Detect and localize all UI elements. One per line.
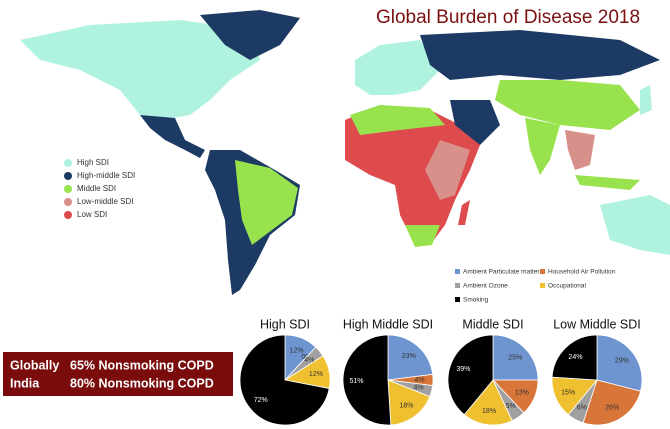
legend-label: Ambient Ozone xyxy=(463,283,508,290)
legend-label: Smoking xyxy=(463,297,489,304)
map-legend-label: Low SDI xyxy=(77,210,107,219)
legend-label: Occupational xyxy=(548,283,586,290)
pie-value-label: 4% xyxy=(413,385,423,392)
map-legend-swatch xyxy=(64,185,72,193)
pie-value-label: 25% xyxy=(508,355,522,362)
pie-slice xyxy=(342,334,392,426)
map-legend-swatch xyxy=(64,198,72,206)
world-map xyxy=(20,10,670,295)
pie-value-label: 13% xyxy=(515,389,529,396)
map-legend-swatch xyxy=(64,172,72,180)
callout-label: Globally xyxy=(10,358,59,372)
pie-value-label: 72% xyxy=(254,397,268,404)
legend-swatch xyxy=(455,297,460,302)
greenland xyxy=(200,10,300,60)
madagascar xyxy=(458,200,470,225)
pie-value-label: 4% xyxy=(414,377,424,384)
pie-value-label: 15% xyxy=(561,389,575,396)
map-legend-label: Middle SDI xyxy=(77,184,116,193)
south-africa xyxy=(405,225,440,247)
pie-title: High SDI xyxy=(260,317,310,331)
australia xyxy=(600,195,670,255)
pie-value-label: 12% xyxy=(309,371,323,378)
map-legend-swatch xyxy=(64,159,72,167)
legend-swatch xyxy=(455,283,460,288)
map-legend-swatch xyxy=(64,211,72,219)
pie-slice xyxy=(582,379,642,426)
southeast-asia xyxy=(565,130,595,170)
legend-label: Ambient Particulate matter xyxy=(463,269,540,276)
map-legend-label: High SDI xyxy=(77,158,109,167)
europe xyxy=(355,40,440,95)
map-legend-label: Low-middle SDI xyxy=(77,197,133,206)
north-africa xyxy=(350,105,445,135)
pie-value-label: 24% xyxy=(568,354,582,361)
north-america xyxy=(20,20,260,120)
japan xyxy=(640,85,652,115)
pie-value-label: 18% xyxy=(482,408,496,415)
pie-value-label: 12% xyxy=(290,348,304,355)
pie-value-label: 6% xyxy=(577,404,587,411)
legend-swatch xyxy=(540,269,545,274)
pie-value-label: 29% xyxy=(615,358,629,365)
russia xyxy=(420,30,660,80)
pie-slice xyxy=(387,379,431,426)
indonesia xyxy=(575,175,640,190)
brazil xyxy=(235,160,298,245)
pie-slice xyxy=(492,334,539,381)
pie-title: High Middle SDI xyxy=(343,317,433,331)
asia xyxy=(495,80,640,130)
callout-text: 65% Nonsmoking COPD xyxy=(70,358,214,372)
pie-slice xyxy=(551,334,598,381)
pie-title: Middle SDI xyxy=(462,317,523,331)
legend-label: Household Air Pollution xyxy=(548,269,616,276)
pie-slice xyxy=(596,334,643,392)
pie-title: Low Middle SDI xyxy=(553,317,641,331)
title: Global Burden of Disease 2018 xyxy=(376,7,640,28)
pie-value-label: 4% xyxy=(304,357,314,364)
pie-value-label: 51% xyxy=(350,378,364,385)
pie-value-label: 18% xyxy=(400,402,414,409)
pie-slice xyxy=(447,334,494,416)
pie-value-label: 39% xyxy=(456,366,470,373)
middle-east xyxy=(450,100,500,145)
east-africa xyxy=(425,140,470,200)
pie-value-label: 26% xyxy=(605,404,619,411)
india xyxy=(525,118,560,175)
pie-slice xyxy=(463,379,513,426)
legend-swatch xyxy=(455,269,460,274)
pie-slice xyxy=(387,334,434,381)
legend-swatch xyxy=(540,283,545,288)
callout-label: India xyxy=(10,376,40,390)
map-legend-label: High-middle SDI xyxy=(77,171,135,180)
callout-text: 80% Nonsmoking COPD xyxy=(70,376,214,390)
africa xyxy=(345,105,480,245)
pie-slice xyxy=(239,334,330,426)
pie-value-label: 23% xyxy=(402,353,416,360)
callout-box xyxy=(3,352,233,396)
pie-value-label: 5% xyxy=(506,403,516,410)
central-america xyxy=(140,115,205,158)
